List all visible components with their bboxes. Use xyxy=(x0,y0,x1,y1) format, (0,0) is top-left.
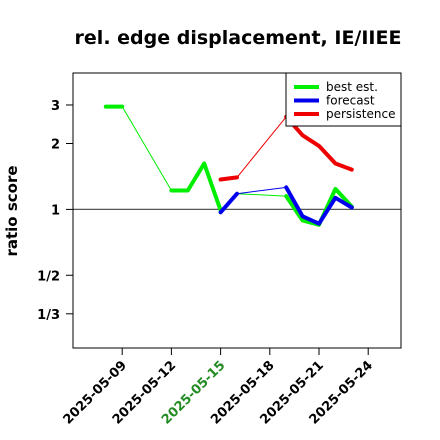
series-line-segment xyxy=(121,106,172,191)
plot-frame xyxy=(72,72,402,349)
chart-title: rel. edge displacement, IE/IIEE xyxy=(75,27,402,49)
series-line-segment xyxy=(218,175,239,182)
y-tick-label: 2 xyxy=(51,138,60,153)
series-persistence xyxy=(218,114,354,182)
series-line-segment xyxy=(218,191,239,215)
legend-label: forecast xyxy=(326,94,375,108)
series-line-segment xyxy=(236,116,287,178)
series-line-segment xyxy=(169,161,223,213)
y-tick-label: 1/2 xyxy=(37,269,60,284)
y-axis: 3 2 1 1/2 1/3 xyxy=(37,99,73,323)
y-axis-label: ratio score xyxy=(3,165,21,256)
y-tick-label: 1 xyxy=(51,203,60,218)
legend-label: persistence xyxy=(326,107,395,121)
series-line-segment xyxy=(236,186,287,195)
series-line-segment xyxy=(284,114,354,172)
legend-label: best est. xyxy=(326,80,378,94)
y-tick-label: 3 xyxy=(51,99,60,114)
series-line-segment xyxy=(284,185,354,226)
series-layer xyxy=(103,104,354,227)
series-forecast xyxy=(218,185,354,226)
y-tick-label: 1/3 xyxy=(37,308,60,323)
x-axis: 2025-05-092025-05-122025-05-152025-05-18… xyxy=(61,348,376,428)
